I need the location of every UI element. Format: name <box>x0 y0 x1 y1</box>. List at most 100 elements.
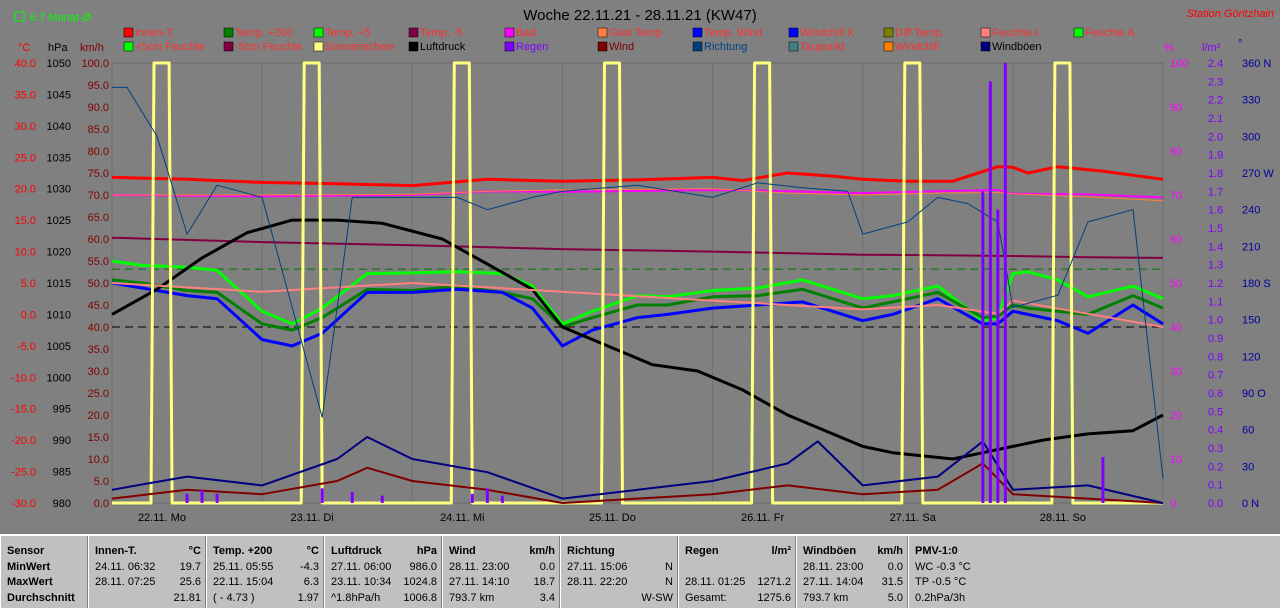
legend-label: Wind <box>609 41 634 53</box>
chart-title: Woche 22.11.21 - 28.11.21 (KW47) <box>523 7 756 24</box>
monat-label: 6.7 Monat-Ø <box>30 12 92 24</box>
stats-col-sensor: Sensor MinWert MaxWert Durchschnitt <box>0 536 88 608</box>
hpa-tick-label: 1000 <box>47 372 71 384</box>
day-label: 24.11. Mi <box>440 512 484 524</box>
regen-bar <box>215 493 219 503</box>
stats-innen-avg-note <box>95 591 173 607</box>
regen-bar <box>200 490 204 503</box>
stats-col-innen: Innen-T. °C 24.11. 06:32 19.7 28.11. 07:25… <box>88 536 206 608</box>
stats-col-wind: Wind km/h 28.11. 23:00 0.0 27.11. 14:10 18.… <box>442 536 560 608</box>
stats-col-regen: Regen l/m² 28.11. 01:25 1271.2 Gesamt: 1275… <box>678 536 796 608</box>
sonne-line <box>112 61 1163 505</box>
legend-swatch <box>223 41 234 52</box>
stats-wind-max-time: 27.11. 14:10 <box>449 576 510 588</box>
kmh-tick-label: 20.0 <box>88 410 109 422</box>
legend-swatch <box>313 41 324 52</box>
percent-tick-label: 50 <box>1170 278 1182 290</box>
regen-bar <box>470 493 474 503</box>
legend-swatch <box>692 27 703 38</box>
direction-tick-label: 90 O <box>1242 388 1266 400</box>
legend-swatch <box>597 27 608 38</box>
stats-regen-total-label: Gesamt: <box>685 591 727 604</box>
stats-boeen-avg: 5.0 <box>887 591 903 604</box>
stats-boeen-min-time: 28.11. 23:00 <box>803 560 864 573</box>
stats-wind-unit: km/h <box>529 545 555 557</box>
stats-wind-distance: 793.7 km <box>449 591 495 604</box>
lm2-tick-label: 1.7 <box>1208 186 1223 198</box>
hpa-tick-label: 1045 <box>47 89 71 101</box>
hpa-tick-label: 980 <box>53 498 71 510</box>
celsius-tick-label: -5.0 <box>17 341 36 353</box>
station-name: Station Göritzhain <box>1187 8 1274 20</box>
statistics-panel: Sensor MinWert MaxWert Durchschnitt Inne… <box>0 534 1280 608</box>
stats-richtung-max-time: 28.11. 22:20 <box>567 576 628 588</box>
legend-label: Windchill <box>895 41 939 53</box>
stats-maxwert-label: MaxWert <box>7 576 53 588</box>
regen-bar <box>996 209 1000 503</box>
chart-area: 6.7 Monat-Ø Woche 22.11.21 - 28.11.21 (K… <box>0 0 1280 534</box>
stats-regen-min-time <box>685 560 791 576</box>
direction-tick-label: 270 W <box>1242 168 1274 180</box>
kmh-tick-label: 100.0 <box>81 58 109 70</box>
regen-bar <box>1101 457 1105 503</box>
legend-swatch <box>408 41 419 52</box>
kmh-tick-label: 70.0 <box>88 190 109 202</box>
stats-wind-min-time: 28.11. 23:00 <box>449 560 510 573</box>
stats-boeen-unit: km/h <box>877 545 903 557</box>
lm2-tick-label: 0.3 <box>1208 443 1223 455</box>
lm2-tick-label: 1.1 <box>1208 296 1223 308</box>
percent-tick-label: 80 <box>1170 146 1182 158</box>
regen-bar <box>500 495 504 503</box>
stats-pmv-taupunkt: TP -0.5 °C <box>915 576 967 588</box>
hpa-tick-label: 1025 <box>47 215 71 227</box>
stats-innen-max-time: 28.11. 07:25 <box>95 576 156 588</box>
kmh-tick-label: 35.0 <box>88 344 109 356</box>
legend-swatch <box>1073 27 1084 38</box>
x-axis: 22.11. Mo 23.11. Di 24.11. Mi 25.11. Do 26.1… <box>138 512 1086 524</box>
hpa-tick-label: 1015 <box>47 278 71 290</box>
direction-tick-label: 120 <box>1242 351 1260 363</box>
gast-line <box>112 188 1164 202</box>
kmh-tick-label: 95.0 <box>88 80 109 92</box>
direction-tick-label: 240 <box>1242 205 1260 217</box>
lm2-tick-label: 0.9 <box>1208 333 1223 345</box>
celsius-tick-label: 0.0 <box>21 309 36 321</box>
celsius-tick-label: 25.0 <box>15 152 36 164</box>
direction-tick-label: 300 <box>1242 131 1260 143</box>
hpa-tick-label: 1040 <box>47 121 71 133</box>
regen-bar <box>1003 63 1007 503</box>
deg-unit: ° <box>1238 38 1242 50</box>
legend: Innen-T. Temp. +200 Temp. +5 Temp. -5 Bad Gas… <box>123 27 1138 53</box>
lm2-tick-label: 0.1 <box>1208 480 1223 492</box>
stats-temp200-max-time: 22.11. 15:04 <box>213 576 274 588</box>
legend-label: Richtung <box>704 41 747 53</box>
stats-richtung-note <box>567 591 641 607</box>
kmh-tick-label: 15.0 <box>88 432 109 444</box>
stats-innen-min: 19.7 <box>179 560 201 573</box>
legend-swatch <box>883 41 894 52</box>
day-label: 28.11. So <box>1040 512 1086 524</box>
legend-swatch <box>980 27 991 38</box>
legend-swatch <box>223 27 234 38</box>
stats-luftdruck-header: Luftdruck <box>331 545 382 557</box>
legend-label: Taupunkt <box>800 41 845 53</box>
stats-temp200-min-time: 25.11. 05:55 <box>213 560 274 573</box>
lm2-tick-label: 0.0 <box>1208 498 1223 510</box>
lm2-tick-label: 2.1 <box>1208 113 1223 125</box>
celsius-tick-label: 10.0 <box>15 247 36 259</box>
windboeen-line <box>111 436 1164 504</box>
legend-swatch <box>692 41 703 52</box>
celsius-tick-label: -20.0 <box>11 435 36 447</box>
legend-swatch <box>883 27 894 38</box>
stats-richtung-header: Richtung <box>567 545 615 557</box>
richtung-line <box>112 86 1164 479</box>
stats-boeen-header: Windböen <box>803 545 857 557</box>
hpa-tick-label: 1005 <box>47 341 71 353</box>
legend-label: Windböen <box>992 41 1042 53</box>
stats-minwert-label: MinWert <box>7 560 51 573</box>
direction-tick-label: 180 S <box>1242 278 1271 290</box>
kmh-tick-label: 10.0 <box>88 454 109 466</box>
regen-bar <box>320 488 324 503</box>
hpa-tick-label: 1035 <box>47 152 71 164</box>
celsius-tick-label: -30.0 <box>11 498 36 510</box>
